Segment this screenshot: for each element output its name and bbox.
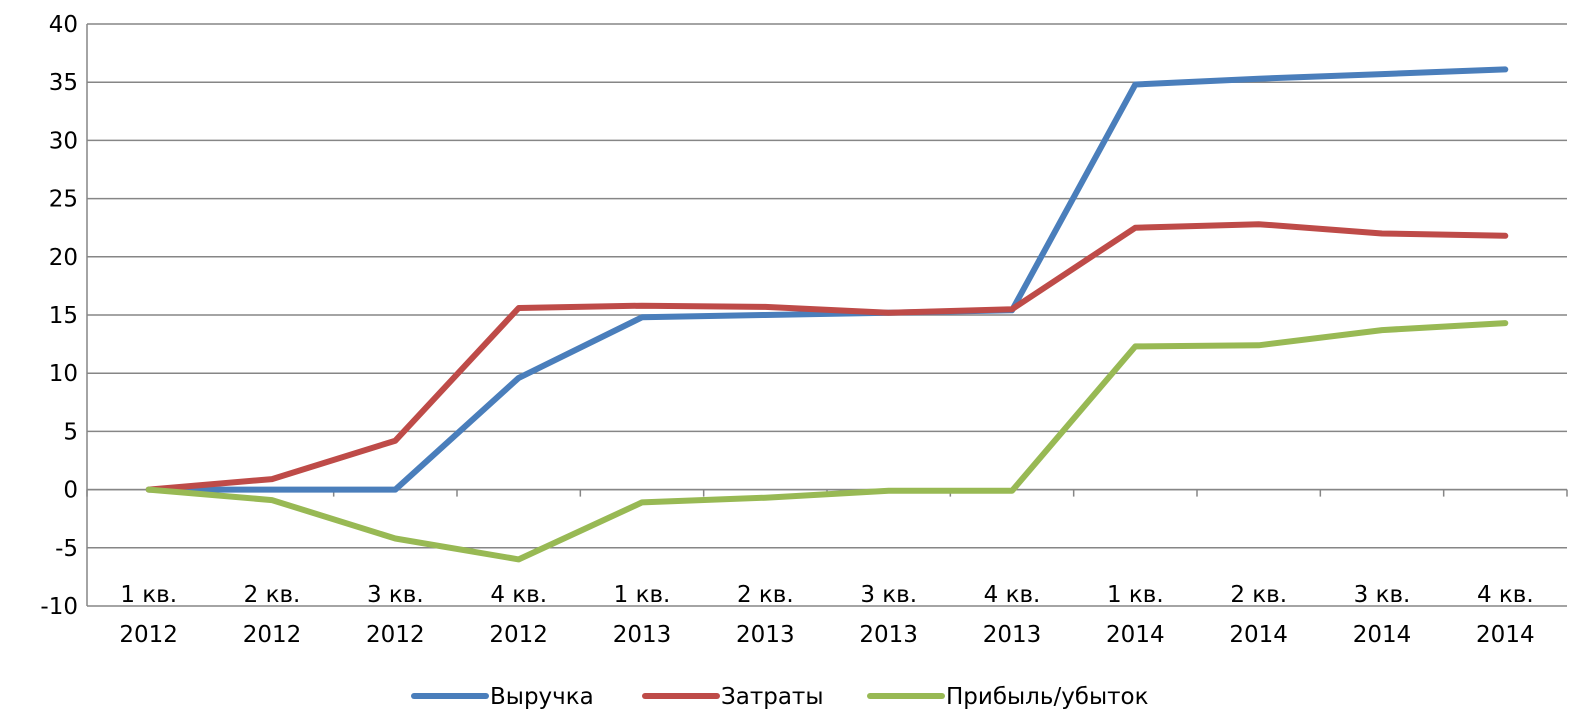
y-tick-label: 30 <box>49 128 78 154</box>
x-axis-tick-labels: 1 кв. 2012 2 кв. 2012 3 кв. 2012 4 кв. 2012 1 кв… <box>119 582 1534 648</box>
x-tick-label-year: 2013 <box>983 622 1042 648</box>
x-tick-label-year: 2014 <box>1353 622 1412 648</box>
legend: Выручка Затраты Прибыль/убыток <box>411 684 1149 710</box>
x-tick-label-quarter: 1 кв. <box>120 582 177 608</box>
x-tick-label-quarter: 1 кв. <box>614 582 671 608</box>
y-tick-label: 15 <box>49 303 78 329</box>
y-tick-label: 25 <box>49 187 78 213</box>
y-tick-label: 5 <box>63 419 78 445</box>
x-tick-label-year: 2012 <box>119 622 178 648</box>
x-tick-label-quarter: 4 кв. <box>984 582 1041 608</box>
x-tick-label-quarter: 2 кв. <box>244 582 301 608</box>
x-tick-label-year: 2013 <box>613 622 672 648</box>
x-tick-label-year: 2012 <box>243 622 302 648</box>
x-tick-label-year: 2013 <box>859 622 918 648</box>
series-line <box>145 320 1509 563</box>
series-line <box>145 66 1509 493</box>
y-tick-label: -5 <box>55 536 78 562</box>
y-tick-label: -10 <box>40 594 78 620</box>
x-tick-label-year: 2012 <box>489 622 548 648</box>
y-tick-label: 0 <box>63 478 78 504</box>
x-tick-label-year: 2014 <box>1106 622 1165 648</box>
legend-label: Выручка <box>490 684 594 710</box>
x-tick-label-quarter: 4 кв. <box>490 582 547 608</box>
y-tick-label: 20 <box>49 245 78 271</box>
x-tick-label-quarter: 4 кв. <box>1477 582 1534 608</box>
x-tick-label-year: 2014 <box>1476 622 1535 648</box>
x-tick-label-quarter: 3 кв. <box>1354 582 1411 608</box>
x-tick-label-year: 2014 <box>1229 622 1288 648</box>
legend-label: Прибыль/убыток <box>946 684 1149 710</box>
series-line <box>145 221 1509 493</box>
y-axis-tick-labels: -10 -5 0 5 10 15 20 25 30 35 40 <box>40 12 78 620</box>
x-tick-label-quarter: 2 кв. <box>737 582 794 608</box>
x-tick-label-year: 2013 <box>736 622 795 648</box>
x-tick-label-quarter: 1 кв. <box>1107 582 1164 608</box>
series-lines <box>145 66 1509 563</box>
x-tick-label-quarter: 3 кв. <box>367 582 424 608</box>
y-tick-label: 35 <box>49 70 78 96</box>
y-tick-label: 10 <box>49 361 78 387</box>
x-tick-label-quarter: 2 кв. <box>1230 582 1287 608</box>
y-tick-label: 40 <box>49 12 78 38</box>
x-tick-label-quarter: 3 кв. <box>860 582 917 608</box>
legend-label: Затраты <box>721 684 824 710</box>
x-tick-label-year: 2012 <box>366 622 425 648</box>
